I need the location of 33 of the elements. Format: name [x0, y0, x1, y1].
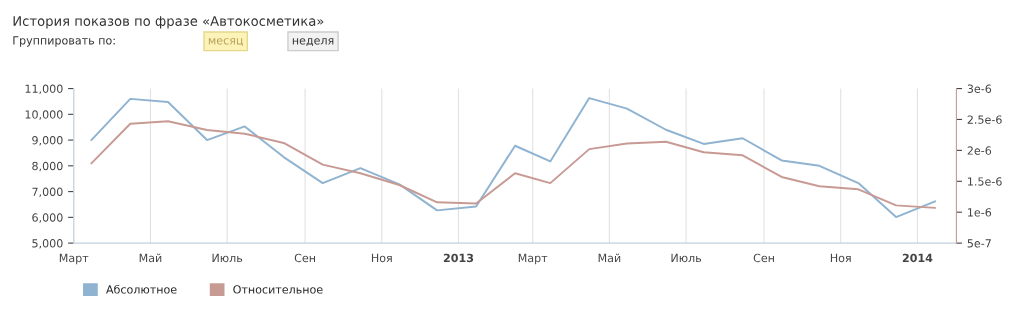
x-tick-label: Март [518, 253, 548, 265]
chart-title: История показов по фразе «Автокосметика» [13, 16, 324, 29]
x-tick-label: Июль [671, 253, 702, 263]
y-tick-label: 6,000 [32, 213, 63, 223]
y-tick-label: 5,000 [32, 239, 63, 249]
text: неделя [292, 38, 334, 46]
x-tick-label: Сен [753, 253, 774, 263]
x-tick-label: Май [139, 253, 162, 263]
x-tick-label: Июль [212, 253, 243, 263]
x-tick-label: Ноя [830, 253, 851, 263]
y2-tick-label: 2.5e-6 [967, 115, 1002, 124]
y2-tick-label: 5e-7 [967, 239, 991, 248]
y2-tick-label: 3e-6 [967, 84, 992, 93]
text: Группировать по: [13, 36, 115, 47]
x-tick-label: Май [598, 253, 621, 263]
x-tick-label: Сен [294, 253, 316, 263]
y-tick-label: 11,000 [25, 84, 63, 95]
y2-tick-label: 1.5e-6 [968, 177, 1002, 186]
line-series [90, 120, 937, 209]
line-series [90, 97, 937, 219]
x-tick-label: Ноя [371, 253, 392, 263]
y-tick-label: 7,000 [32, 187, 63, 198]
y-tick-label: 8,000 [32, 161, 63, 172]
y2-tick-label: 2e-6 [967, 146, 992, 155]
y-tick-label: 9,000 [32, 136, 63, 146]
x-tick-label: 2014 [902, 253, 933, 263]
text: месяц [208, 38, 243, 46]
legend-label: Относительное [233, 285, 323, 294]
y-tick-label: 10,000 [25, 110, 63, 120]
y2-tick-label: 1e-6 [968, 208, 992, 217]
legend-label: Абсолютное [106, 284, 177, 294]
x-tick-label: Март [59, 253, 89, 265]
x-tick-label: 2013 [443, 253, 474, 263]
